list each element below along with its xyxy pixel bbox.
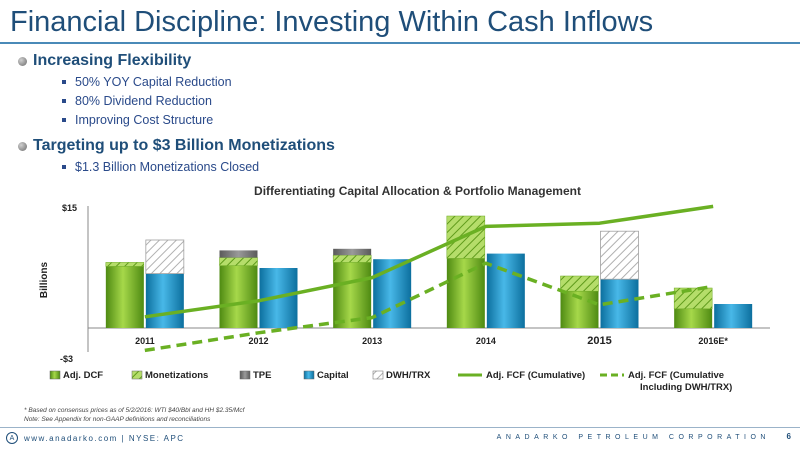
fcf-cumulative-line (144, 204, 714, 319)
x-tick-label: 2015 (587, 335, 611, 347)
anadarko-logo-icon: A (6, 432, 18, 444)
fcf-cumulative-dwh-line (144, 261, 714, 353)
sub-bullet: 50% YOY Capital Reduction (18, 72, 618, 91)
sub-bullet: 80% Dividend Reduction (18, 91, 618, 110)
footnote: * Based on consensus prices as of 5/2/20… (24, 406, 244, 424)
sub-bullet: Improving Cost Structure (18, 110, 618, 129)
footer-divider (0, 427, 800, 428)
legend-label: Adj. FCF (Cumulative (628, 370, 724, 381)
square-bullet-icon (62, 164, 66, 169)
legend-label: Capital (317, 370, 349, 381)
x-tick-label: 2013 (362, 336, 382, 346)
bar-chart: $15 -$3 Billions 2011 2012 2013 2014 2015 2016E*… (39, 203, 770, 393)
legend-label: DWH/TRX (386, 370, 431, 381)
legend-swatch (239, 370, 251, 380)
legend-swatch (49, 370, 61, 380)
legend-swatch (372, 370, 384, 380)
footnote-non-gaap: Note: See Appendix for non-GAAP definiti… (24, 416, 211, 423)
bar-adj-dcf-2012 (219, 265, 258, 328)
bullet-list: Increasing Flexibility 50% YOY Capital R… (18, 50, 618, 176)
bullet-dot-icon (18, 141, 27, 151)
title-divider (0, 42, 800, 44)
bar-capital-2014 (486, 253, 525, 328)
bar-adj-dcf-2013 (333, 262, 372, 328)
x-tick-label: 2014 (476, 336, 496, 346)
bullet-monetizations: Targeting up to $3 Billion Monetizations (18, 135, 618, 157)
bullet-text: Increasing Flexibility (33, 52, 192, 69)
page-number: 6 (786, 432, 791, 441)
footnote-consensus: * Based on consensus prices as of 5/2/20… (24, 407, 245, 414)
footer-company: ANADARKO PETROLEUM CORPORATION (496, 434, 770, 441)
bar-adj-dcf-2014 (446, 258, 485, 328)
y-axis-label: Billions (39, 262, 50, 299)
bar-monetizations-2011 (105, 262, 145, 267)
legend-label: Adj. DCF (63, 370, 103, 381)
bar-monetizations-2012 (219, 257, 258, 266)
legend-label: TPE (253, 370, 271, 381)
bar-capital-2013 (373, 259, 412, 328)
square-bullet-icon (62, 79, 66, 84)
legend-swatch (303, 370, 315, 380)
y-tick-label: $15 (62, 203, 77, 213)
square-bullet-icon (62, 117, 66, 122)
legend-swatch (131, 370, 143, 380)
bar-capital-2011 (145, 273, 184, 328)
legend-label: Monetizations (145, 370, 208, 381)
bar-dwh-trx-2015 (600, 230, 639, 280)
bar-monetizations-2015 (560, 275, 599, 292)
bar-tpe-2012 (219, 250, 258, 258)
x-tick-label: 2016E* (698, 336, 728, 346)
bullet-text: Targeting up to $3 Billion Monetizations (33, 137, 335, 154)
bar-dwh-trx-2011 (145, 239, 185, 274)
sub-bullet: $1.3 Billion Monetizations Closed (18, 157, 618, 176)
bar-tpe-2013 (333, 248, 372, 256)
square-bullet-icon (62, 98, 66, 103)
legend-label: Including DWH/TRX) (640, 382, 732, 393)
slide-title: Financial Discipline: Investing Within C… (10, 6, 654, 38)
sub-bullet-text: $1.3 Billion Monetizations Closed (75, 159, 260, 174)
bar-monetizations-2013 (332, 254, 372, 263)
sub-bullet-text: Improving Cost Structure (75, 112, 214, 127)
sub-bullet-text: 50% YOY Capital Reduction (75, 74, 232, 89)
bullet-flexibility: Increasing Flexibility (18, 50, 618, 72)
bullet-dot-icon (18, 56, 27, 66)
bar-adj-dcf-2016E* (674, 308, 713, 328)
legend-label: Adj. FCF (Cumulative) (486, 370, 585, 381)
footer-url-text: www.anadarko.com | NYSE: APC (24, 433, 185, 443)
sub-bullet-text: 80% Dividend Reduction (75, 93, 212, 108)
bar-adj-dcf-2011 (105, 266, 144, 328)
bar-monetizations-2016E* (673, 287, 713, 310)
footer-url: A www.anadarko.com | NYSE: APC (6, 432, 185, 444)
x-tick-label: 2012 (248, 336, 268, 346)
y-tick-label: -$3 (60, 354, 73, 364)
x-tick-label: 2011 (135, 336, 155, 346)
bar-capital-2016E* (714, 304, 753, 328)
chart-title: Differentiating Capital Allocation & Por… (254, 184, 581, 198)
